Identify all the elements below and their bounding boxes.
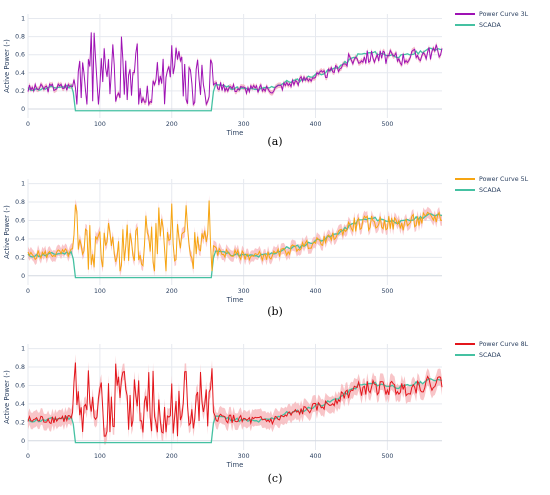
x-tick-label: 0 [26,288,30,295]
legend-entry: SCADA [479,352,501,359]
x-tick-label: 100 [94,121,106,128]
legend: Power Curve 5L SCADA [455,176,529,194]
x-tick-label: 300 [238,288,250,295]
panel-caption: (a) [267,135,282,148]
legend-entry: SCADA [479,187,501,194]
series-line-prediction [27,362,443,437]
grid [27,179,442,285]
x-tick-label: 0 [26,121,30,128]
y-tick-label-zero: 0 [21,106,25,113]
x-tick-label: 300 [238,121,250,128]
y-tick-label: 0.8 [15,364,25,371]
x-tick-label: 200 [166,453,178,460]
series-line-prediction [27,32,443,107]
y-tick-label: 0.2 [15,88,25,95]
legend-entry: Power Curve 8L [479,341,529,348]
y-tick-label: 0.8 [15,199,25,206]
grid [27,14,442,118]
y-tick-label: 0.4 [15,236,25,243]
x-axis-label: Time [226,461,244,469]
y-tick-label: 0.4 [15,70,25,77]
series-line-scada [27,47,443,112]
legend: Power Curve 3L SCADA [455,11,529,29]
legend: Power Curve 8L SCADA [455,341,529,359]
x-axis-label: Time [226,296,244,304]
series-line-prediction [27,200,443,272]
legend-entry: SCADA [479,22,501,29]
x-tick-label: 100 [94,288,106,295]
y-tick-label: 0.6 [15,52,25,59]
panel-caption: (c) [268,472,283,485]
y-axis-label: Active Power (-) [3,205,11,259]
x-tick-label: 300 [238,453,250,460]
x-tick-label: 400 [310,288,322,295]
y-axis-label: Active Power (-) [3,39,11,93]
y-tick-label: 0.4 [15,401,25,408]
x-tick-label: 200 [166,121,178,128]
y-tick-label: 1 [21,346,25,353]
legend-entry: Power Curve 5L [479,176,529,183]
series-line-scada [27,213,443,279]
y-tick-label: 1 [21,181,25,188]
x-tick-label: 500 [381,121,393,128]
legend-entry: Power Curve 3L [479,11,529,18]
y-tick-label: 0.6 [15,217,25,224]
x-tick-label: 200 [166,288,178,295]
x-tick-label: 500 [381,288,393,295]
x-tick-label: 400 [310,453,322,460]
y-axis-label: Active Power (-) [3,370,11,424]
panel-caption: (b) [267,305,283,318]
x-tick-label: 400 [310,121,322,128]
x-tick-label: 100 [94,453,106,460]
x-tick-label: 500 [381,453,393,460]
y-tick-label: 0.2 [15,254,25,261]
x-tick-label: 0 [26,453,30,460]
x-axis-label: Time [226,129,244,137]
y-tick-label-zero: 0 [21,273,25,280]
y-tick-label: 0.2 [15,419,25,426]
uncertainty-band [28,29,442,108]
y-tick-label: 0.8 [15,34,25,41]
y-tick-label-zero: 0 [21,438,25,445]
y-tick-label: 1 [21,16,25,23]
y-tick-label: 0.6 [15,382,25,389]
